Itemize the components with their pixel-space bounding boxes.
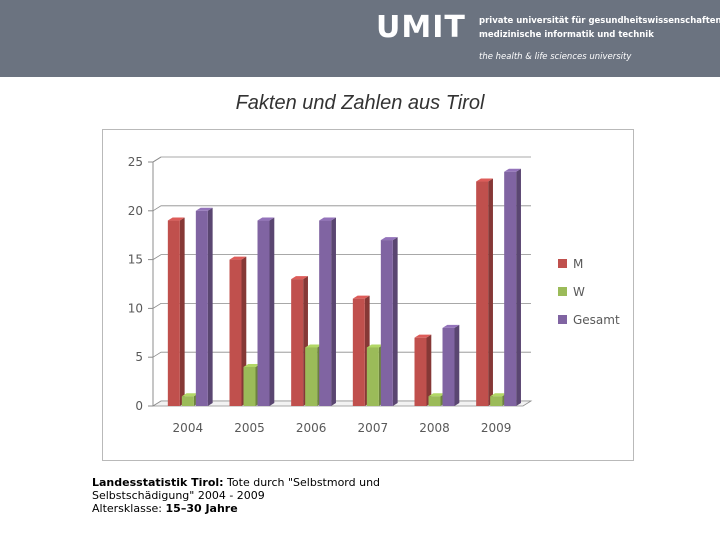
gridline — [152, 302, 531, 309]
legend-swatch-gesamt — [558, 315, 567, 324]
tagline-line-2: medizinische informatik und technik — [479, 30, 654, 40]
bar-top-w — [428, 393, 446, 397]
bar-side-m — [488, 178, 493, 406]
caption-age-label: Altersklasse: — [92, 502, 166, 515]
bar-side-gesamt — [454, 324, 460, 406]
legend-swatch-w — [558, 287, 567, 296]
bar-top-w — [305, 344, 322, 348]
x-tick-label: 2004 — [173, 421, 204, 435]
x-tick-label: 2008 — [419, 421, 450, 435]
caption-source-label: Landesstatistik Tirol: — [92, 476, 224, 489]
bar-w-2009 — [490, 396, 503, 406]
bar-w-2004 — [181, 396, 194, 406]
bar-top-gesamt — [442, 324, 460, 328]
bar-side-gesamt — [516, 168, 521, 406]
bar-top-m — [414, 334, 432, 338]
bar-m-2007 — [352, 298, 365, 406]
bar-side-gesamt — [207, 207, 213, 406]
bar-side-gesamt — [269, 217, 275, 406]
y-tick-label: 15 — [128, 253, 143, 267]
bar-m-2005 — [229, 259, 242, 406]
bar-top-gesamt — [257, 217, 275, 221]
caption-source-text: Tote durch "Selbstmord und Selbstschädig… — [92, 476, 381, 502]
bar-w-2008 — [428, 396, 441, 406]
tagline-line-3: the health & life sciences university — [479, 52, 632, 62]
legend-label-w: W — [573, 285, 585, 299]
chart-frame: 0 5 10 15 20 25 2004 2005 2006 2007 2008 2009 M W Gesa… — [102, 129, 634, 461]
bar-w-2006 — [305, 347, 318, 406]
x-tick-label: 2007 — [358, 421, 389, 435]
y-tick-label: 0 — [135, 399, 143, 413]
bar-top-gesamt — [380, 237, 398, 241]
legend-swatch-m — [558, 259, 567, 268]
caption-age-value: 15–30 Jahre — [165, 502, 238, 515]
bar-gesamt-2006 — [319, 220, 332, 406]
bar-side-gesamt — [392, 237, 398, 406]
y-tick-label: 25 — [128, 155, 143, 169]
bar-top-gesamt — [504, 168, 521, 172]
bar-m-2006 — [291, 279, 304, 406]
bar-top-w — [243, 363, 261, 367]
bar-gesamt-2007 — [380, 240, 393, 406]
y-tick-label: 5 — [135, 350, 143, 364]
bar-gesamt-2005 — [257, 220, 270, 406]
bar-top-m — [167, 217, 185, 221]
bar-top-m — [291, 276, 308, 280]
gridline — [152, 205, 531, 212]
slide-title: Fakten und Zahlen aus Tirol — [235, 92, 485, 114]
umit-logo: UMIT — [376, 10, 466, 45]
legend-label-m: M — [573, 257, 583, 271]
bar-side-m — [179, 217, 185, 406]
bar-m-2008 — [414, 337, 427, 406]
y-tick-label: 10 — [128, 301, 143, 315]
gridline — [152, 254, 531, 260]
legend-label-gesamt: Gesamt — [573, 313, 620, 327]
bar-w-2007 — [366, 347, 379, 406]
bar-top-w — [181, 393, 199, 397]
bar-gesamt-2009 — [504, 171, 517, 406]
tagline-line-1: private universität für gesundheitswisse… — [479, 16, 720, 26]
gridline — [152, 156, 531, 163]
y-tick-label: 20 — [128, 204, 143, 218]
caption: Landesstatistik Tirol: Tote durch "Selbs… — [92, 476, 392, 515]
bar-side-gesamt — [331, 217, 336, 406]
bar-top-gesamt — [195, 207, 213, 211]
bar-top-w — [490, 393, 507, 397]
bar-gesamt-2004 — [195, 210, 208, 406]
bar-gesamt-2008 — [442, 327, 455, 406]
bar-top-m — [352, 295, 370, 299]
bar-top-m — [229, 256, 247, 260]
bar-chart: 0 5 10 15 20 25 2004 2005 2006 2007 2008 2009 MW Gesa… — [128, 155, 620, 435]
bar-top-gesamt — [319, 217, 336, 221]
header-bar: UMIT private universität für gesundheits… — [0, 0, 720, 77]
gridline — [152, 351, 531, 358]
bar-top-m — [476, 178, 493, 182]
x-tick-label: 2009 — [481, 421, 512, 435]
bar-side-m — [426, 334, 432, 406]
x-tick-label: 2005 — [234, 421, 265, 435]
x-tick-label: 2006 — [296, 421, 327, 435]
bar-m-2004 — [167, 220, 180, 406]
bar-top-w — [366, 344, 384, 348]
bar-m-2009 — [476, 181, 489, 406]
bar-w-2005 — [243, 366, 256, 406]
plot-back-wall — [161, 157, 531, 401]
